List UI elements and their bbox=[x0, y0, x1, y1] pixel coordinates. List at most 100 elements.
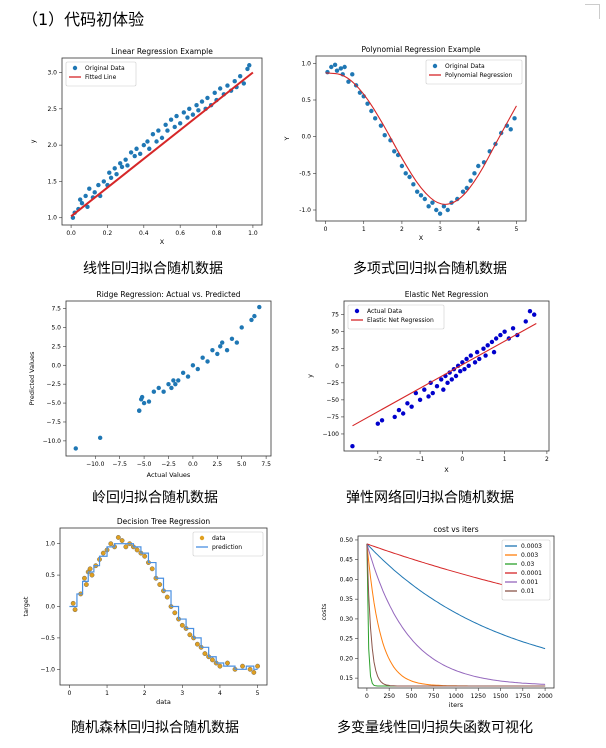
x-tick-label: 250 bbox=[383, 693, 395, 700]
data-point bbox=[407, 174, 412, 180]
data-point bbox=[512, 116, 517, 121]
corner-mark bbox=[585, 4, 600, 19]
data-point bbox=[247, 63, 252, 68]
data-point bbox=[491, 349, 497, 355]
x-axis-label: iters bbox=[449, 701, 464, 709]
data-point bbox=[532, 312, 537, 317]
x-tick-label: 0 bbox=[67, 690, 71, 697]
x-tick-label: −7.5 bbox=[112, 461, 127, 468]
data-point bbox=[101, 179, 107, 184]
data-point bbox=[165, 128, 170, 133]
data-point bbox=[379, 418, 385, 423]
data-point bbox=[217, 86, 223, 91]
x-tick-label: 2 bbox=[143, 690, 147, 697]
chart-elastic-net: Elastic Net Regression −2 −1 0 1 2 −100 −75 −50 −… bbox=[300, 285, 565, 475]
x-tick-label: 1250 bbox=[471, 693, 486, 700]
data-point bbox=[422, 196, 428, 202]
data-point bbox=[97, 435, 103, 441]
data-point bbox=[147, 146, 152, 151]
y-tick-label: -1.0 bbox=[299, 207, 311, 214]
data-point bbox=[173, 381, 178, 387]
data-point bbox=[252, 313, 257, 319]
data-point bbox=[225, 83, 230, 88]
data-point bbox=[205, 95, 210, 101]
x-tick-label: 3 bbox=[180, 690, 184, 697]
data-point bbox=[210, 657, 215, 663]
data-point bbox=[257, 304, 262, 310]
x-tick-label: 2000 bbox=[537, 693, 552, 700]
y-tick-label: −10.0 bbox=[43, 438, 62, 445]
data-point bbox=[194, 641, 200, 647]
chart-title: Elastic Net Regression bbox=[405, 290, 489, 299]
data-point bbox=[403, 171, 408, 176]
x-axis-label: X bbox=[444, 466, 449, 474]
chart-svg: cost vs iters 0 250 500 750 1000 1250 1500 1750 2… bbox=[320, 525, 555, 709]
data-point bbox=[375, 421, 381, 426]
data-point bbox=[196, 108, 201, 113]
data-point bbox=[472, 171, 477, 176]
data-point bbox=[392, 414, 397, 420]
y-tick-label: 0.50 bbox=[340, 537, 354, 544]
data-point bbox=[179, 622, 185, 628]
legend-box bbox=[425, 59, 523, 85]
y-tick-label: 0.35 bbox=[340, 596, 354, 603]
data-point bbox=[239, 325, 244, 330]
y-tick-label: −100 bbox=[323, 431, 340, 438]
y-tick-label: −25 bbox=[326, 380, 339, 387]
y-tick-label: −7.5 bbox=[46, 419, 61, 426]
data-point bbox=[523, 319, 528, 324]
x-axis-label: Actual Values bbox=[147, 471, 191, 479]
data-point bbox=[405, 401, 410, 406]
x-tick-label: 1500 bbox=[493, 693, 508, 700]
data-point bbox=[215, 351, 220, 357]
y-tick-label: 5.0 bbox=[51, 324, 61, 331]
data-point bbox=[156, 128, 161, 133]
x-tick-label: 500 bbox=[406, 693, 418, 700]
data-point bbox=[378, 123, 384, 128]
y-tick-label: 0 bbox=[335, 363, 339, 370]
data-point bbox=[247, 666, 253, 672]
data-point bbox=[134, 547, 140, 553]
x-tick-label: −5.0 bbox=[137, 461, 152, 468]
y-tick-label: 1.0 bbox=[45, 541, 55, 548]
data-point bbox=[346, 79, 351, 84]
data-point bbox=[372, 116, 378, 121]
data-point bbox=[156, 385, 161, 391]
x-tick-label: 0.2 bbox=[103, 230, 113, 237]
data-point bbox=[157, 582, 163, 587]
x-axis-label: data bbox=[156, 698, 171, 706]
legend-label: Polynomial Regression bbox=[445, 72, 513, 79]
x-tick-label: 0 bbox=[365, 693, 369, 700]
data-point bbox=[212, 90, 217, 96]
data-point bbox=[241, 81, 247, 86]
data-point bbox=[141, 142, 147, 148]
data-point bbox=[422, 387, 427, 392]
legend-label: Original Data bbox=[85, 65, 125, 72]
data-point bbox=[332, 62, 338, 67]
data-point bbox=[232, 79, 237, 84]
data-point bbox=[350, 444, 355, 449]
legend-marker bbox=[199, 535, 205, 541]
data-point bbox=[139, 394, 145, 400]
data-point bbox=[163, 122, 168, 128]
x-tick-label: 1 bbox=[362, 226, 366, 233]
chart-svg: Ridge Regression: Actual vs. Predicted −1… bbox=[28, 290, 272, 479]
data-point bbox=[329, 64, 334, 70]
data-point bbox=[338, 66, 344, 71]
data-point bbox=[434, 384, 440, 389]
y-tick-label: 1.0 bbox=[301, 60, 311, 67]
chart-title: Ridge Regression: Actual vs. Predicted bbox=[97, 290, 241, 299]
data-point bbox=[92, 190, 97, 195]
legend-label: data bbox=[212, 535, 226, 542]
legend-label: 0.001 bbox=[521, 579, 538, 586]
data-point bbox=[199, 99, 205, 104]
data-point bbox=[527, 309, 533, 314]
data-point bbox=[70, 600, 76, 606]
y-tick-label: −5.0 bbox=[46, 400, 61, 407]
data-point bbox=[508, 127, 513, 132]
y-tick-label: 0.0 bbox=[45, 604, 55, 611]
data-point bbox=[445, 207, 450, 213]
data-point bbox=[87, 566, 93, 572]
data-point bbox=[114, 171, 119, 177]
data-point bbox=[137, 408, 142, 413]
